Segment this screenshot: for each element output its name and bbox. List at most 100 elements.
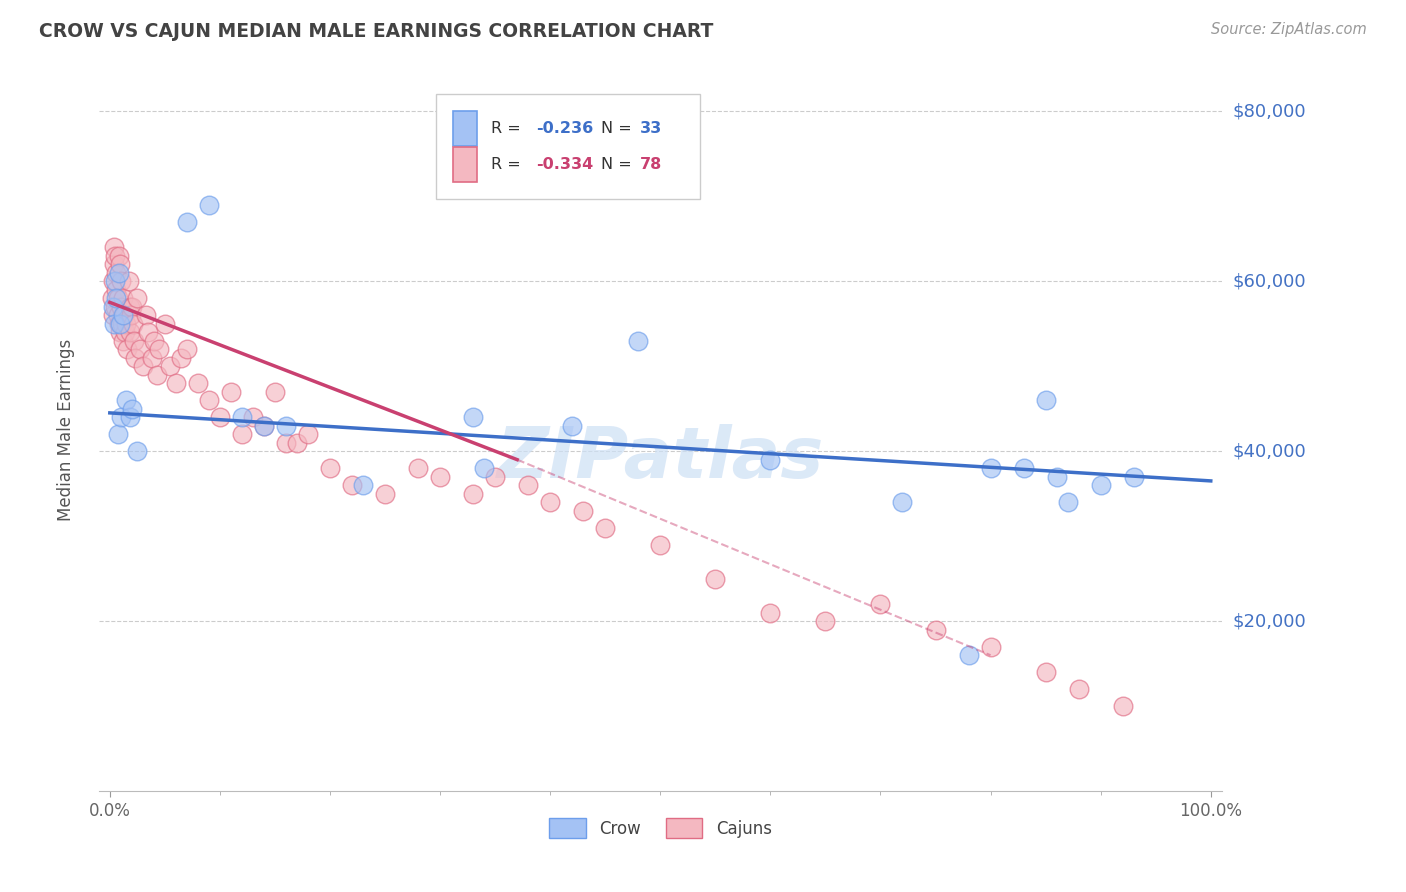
Point: [759, 606, 782, 620]
Point: [108, 317, 131, 331]
Text: 33: 33: [640, 121, 662, 136]
Point: [108, 257, 131, 271]
Point: [814, 614, 837, 628]
Text: CROW VS CAJUN MEDIAN MALE EARNINGS CORRELATION CHART: CROW VS CAJUN MEDIAN MALE EARNINGS CORRE…: [39, 22, 714, 41]
Point: [593, 521, 616, 535]
Text: ZIPatlas: ZIPatlas: [496, 425, 824, 493]
Point: [1122, 469, 1144, 483]
Text: $40,000: $40,000: [1233, 442, 1306, 460]
Point: [103, 257, 125, 271]
Point: [340, 478, 363, 492]
Point: [124, 351, 146, 365]
Point: [101, 274, 124, 288]
Point: [924, 623, 946, 637]
Point: [104, 274, 127, 288]
Point: [111, 334, 134, 348]
Text: $60,000: $60,000: [1233, 272, 1306, 290]
Point: [274, 435, 297, 450]
Point: [101, 300, 124, 314]
Point: [538, 495, 561, 509]
Text: $80,000: $80,000: [1233, 102, 1306, 120]
Point: [111, 317, 134, 331]
Point: [980, 640, 1002, 654]
Point: [121, 300, 143, 314]
Point: [264, 384, 287, 399]
Point: [103, 240, 125, 254]
Point: [107, 266, 129, 280]
Point: [141, 351, 163, 365]
Point: [111, 308, 134, 322]
Point: [107, 317, 129, 331]
Text: R =: R =: [491, 121, 526, 136]
Point: [1090, 478, 1112, 492]
Point: [980, 461, 1002, 475]
Point: [122, 334, 145, 348]
FancyBboxPatch shape: [436, 94, 700, 199]
Point: [374, 486, 396, 500]
Y-axis label: Median Male Earnings: Median Male Earnings: [58, 339, 75, 521]
Point: [650, 538, 672, 552]
Point: [107, 291, 129, 305]
Text: R =: R =: [491, 157, 526, 172]
Point: [484, 469, 506, 483]
Point: [101, 308, 124, 322]
Point: [1112, 699, 1135, 714]
Point: [127, 291, 149, 305]
Point: [297, 427, 319, 442]
Point: [704, 572, 727, 586]
Point: [463, 486, 485, 500]
Point: [165, 376, 187, 391]
Point: [110, 274, 132, 288]
Point: [1067, 682, 1090, 697]
Text: 78: 78: [640, 157, 662, 172]
Point: [120, 308, 142, 322]
Point: [115, 393, 138, 408]
Point: [138, 325, 160, 339]
Point: [219, 384, 242, 399]
Point: [231, 410, 253, 425]
Point: [105, 283, 128, 297]
Point: [208, 410, 231, 425]
Point: [759, 452, 782, 467]
Point: [111, 291, 134, 305]
Point: [891, 495, 914, 509]
Point: [115, 317, 138, 331]
Point: [117, 342, 139, 356]
Legend: Crow, Cajuns: Crow, Cajuns: [543, 812, 779, 845]
Point: [122, 317, 145, 331]
Point: [463, 410, 485, 425]
Text: -0.236: -0.236: [536, 121, 593, 136]
Point: [107, 308, 129, 322]
Point: [121, 401, 143, 416]
Point: [285, 435, 308, 450]
Point: [132, 359, 155, 373]
Point: [112, 308, 135, 322]
Point: [406, 461, 429, 475]
Point: [128, 342, 150, 356]
Point: [142, 334, 165, 348]
Point: [1046, 469, 1069, 483]
Point: [517, 478, 540, 492]
Bar: [453, 112, 477, 146]
Point: [159, 359, 181, 373]
Point: [242, 410, 264, 425]
Text: -0.334: -0.334: [536, 157, 593, 172]
Point: [107, 249, 129, 263]
Point: [104, 249, 127, 263]
Point: [274, 418, 297, 433]
Point: [110, 410, 132, 425]
Point: [1056, 495, 1078, 509]
Point: [101, 291, 124, 305]
Point: [253, 418, 276, 433]
Text: N =: N =: [600, 157, 637, 172]
Text: Source: ZipAtlas.com: Source: ZipAtlas.com: [1211, 22, 1367, 37]
Point: [231, 427, 253, 442]
Point: [118, 410, 141, 425]
Point: [108, 325, 131, 339]
Point: [561, 418, 583, 433]
Point: [148, 342, 170, 356]
Text: $20,000: $20,000: [1233, 612, 1306, 631]
Point: [198, 393, 221, 408]
Point: [869, 597, 891, 611]
Point: [117, 274, 139, 288]
